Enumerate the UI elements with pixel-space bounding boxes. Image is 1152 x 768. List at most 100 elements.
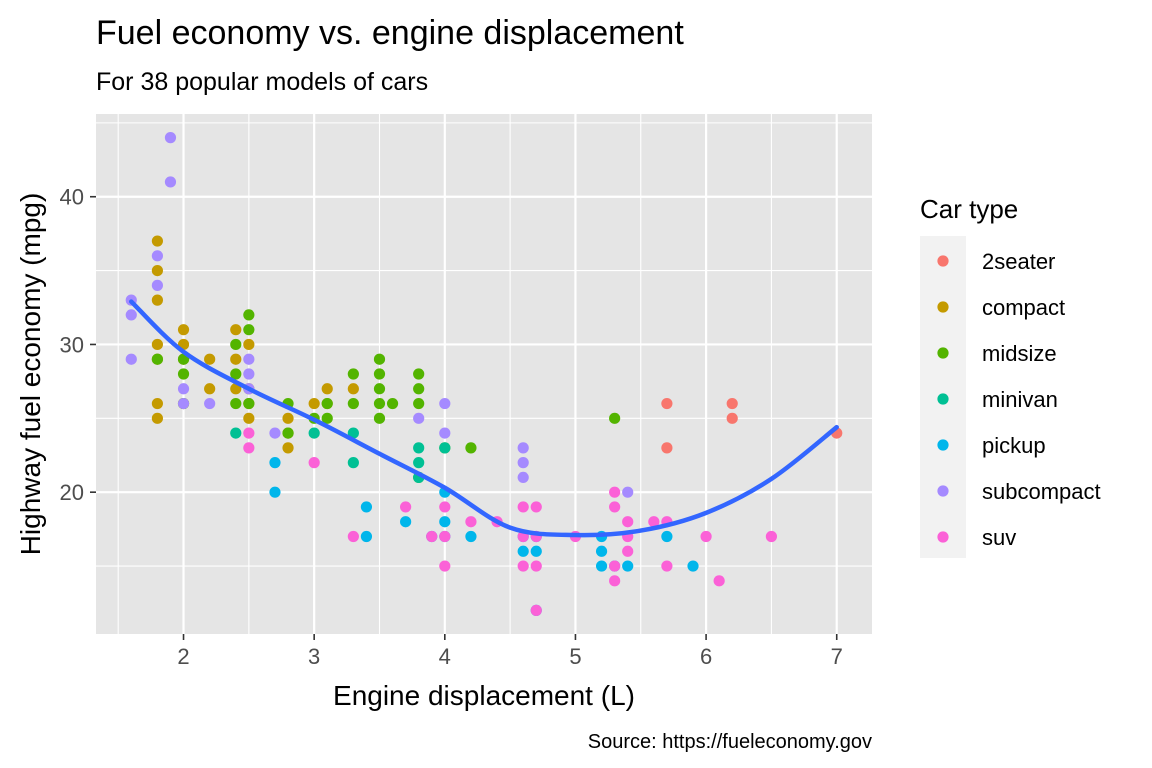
data-point-midsize (465, 442, 477, 454)
legend-label-suv: suv (982, 525, 1016, 550)
data-point-midsize (373, 383, 386, 395)
data-point-minivan (413, 457, 425, 469)
chart-caption: Source: https://fueleconomy.gov (588, 731, 872, 753)
data-point-midsize (321, 412, 333, 424)
data-point-subcompact (243, 353, 255, 365)
data-point-suv (622, 545, 634, 557)
data-point-pickup (360, 501, 373, 513)
data-point-midsize (413, 368, 425, 380)
x-tick-label: 6 (700, 644, 712, 669)
data-point-subcompact (125, 309, 137, 321)
data-point-midsize (230, 368, 242, 380)
data-point-compact (321, 383, 333, 395)
data-point-suv (661, 560, 673, 572)
data-point-suv (530, 501, 542, 513)
data-point-subcompact (243, 368, 255, 380)
data-point-midsize (243, 397, 255, 410)
data-point-2seater (661, 397, 673, 410)
legend-items: 2seater compact midsize minivan pickup subcom… (937, 249, 1101, 550)
data-point-suv (517, 501, 529, 513)
data-point-compact (243, 338, 255, 351)
data-point-minivan (230, 427, 242, 439)
data-point-subcompact (439, 427, 451, 439)
smooth-curve-layer (129, 299, 839, 538)
smooth-curve (129, 299, 839, 538)
data-point-suv (517, 560, 529, 572)
data-point-pickup (687, 560, 699, 572)
data-point-suv (400, 501, 412, 513)
data-point-compact (347, 383, 359, 395)
data-point-suv (530, 560, 542, 572)
data-point-pickup (517, 545, 529, 557)
data-point-suv (439, 501, 451, 513)
data-point-minivan (308, 427, 320, 439)
data-point-midsize (230, 397, 242, 410)
data-point-midsize (386, 397, 399, 410)
data-point-midsize (373, 412, 386, 424)
data-point-suv (308, 457, 320, 469)
data-point-subcompact (125, 353, 137, 365)
data-point-minivan (347, 427, 359, 439)
data-point-subcompact (177, 397, 190, 410)
data-point-suv (439, 530, 451, 543)
data-point-compact (177, 324, 190, 336)
legend: Car type 2seater compact midsize minivan pic… (920, 194, 1101, 558)
legend-label-subcompact: subcompact (982, 479, 1101, 504)
data-point-2seater (726, 397, 738, 410)
data-point-midsize (347, 368, 359, 380)
chart-title: Fuel economy vs. engine displacement (96, 14, 684, 52)
data-point-compact (151, 412, 164, 424)
x-axis-label: Engine displacement (L) (333, 680, 635, 711)
y-tick-label: 20 (60, 480, 84, 505)
legend-title: Car type (920, 194, 1018, 224)
data-point-compact (151, 397, 164, 410)
legend-swatch-midsize (937, 347, 949, 359)
data-point-subcompact (164, 132, 177, 144)
x-tick-label: 5 (569, 644, 581, 669)
data-point-pickup (269, 457, 281, 469)
data-point-subcompact (517, 471, 529, 484)
data-point-compact (151, 235, 164, 247)
legend-swatch-subcompact (937, 485, 949, 497)
data-point-2seater (726, 412, 738, 424)
data-point-midsize (177, 368, 190, 380)
data-point-pickup (269, 486, 281, 498)
data-point-suv (465, 516, 477, 528)
data-point-suv (765, 530, 778, 543)
data-point-suv (347, 530, 359, 543)
data-point-subcompact (177, 383, 190, 395)
data-point-midsize (413, 383, 425, 395)
legend-swatch-pickup (937, 439, 949, 451)
legend-swatch-minivan (937, 393, 949, 405)
legend-label-compact: compact (982, 295, 1065, 320)
data-point-suv (243, 442, 255, 454)
data-point-midsize (373, 368, 386, 380)
data-point-midsize (609, 412, 621, 424)
data-points (125, 132, 843, 616)
legend-label-pickup: pickup (982, 433, 1046, 458)
data-point-pickup (622, 560, 634, 572)
y-tick-label: 40 (60, 185, 84, 210)
legend-swatch-compact (937, 301, 949, 313)
data-point-midsize (413, 397, 425, 410)
data-point-midsize (373, 353, 386, 365)
data-point-suv (243, 427, 255, 439)
data-point-midsize (243, 324, 255, 336)
data-point-suv (439, 560, 451, 572)
chart-subtitle: For 38 popular models of cars (96, 68, 428, 96)
data-point-subcompact (413, 412, 425, 424)
data-point-suv (530, 604, 542, 616)
minor-gridlines (96, 114, 872, 634)
data-point-midsize (230, 338, 242, 351)
data-point-suv (426, 530, 438, 543)
data-point-compact (230, 324, 242, 336)
data-point-pickup (400, 516, 412, 528)
data-point-compact (230, 353, 242, 365)
data-point-compact (151, 264, 164, 277)
data-point-minivan (413, 442, 425, 454)
legend-swatch-suv (937, 531, 949, 543)
data-point-subcompact (439, 397, 451, 410)
data-point-minivan (347, 457, 359, 469)
data-point-suv (648, 516, 660, 528)
